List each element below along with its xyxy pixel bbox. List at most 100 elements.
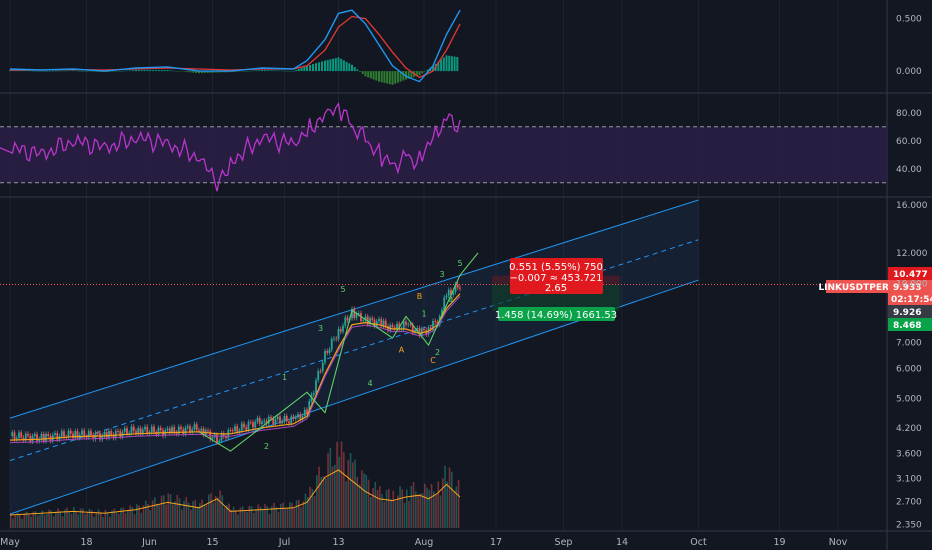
volume-bar (343, 452, 345, 528)
volume-bar (309, 486, 311, 528)
candle-body (429, 327, 432, 330)
candle-body (380, 319, 383, 326)
volume-bar (446, 481, 449, 528)
volume-ma-line (9, 469, 461, 516)
volume-bar (376, 489, 379, 528)
candle-body (103, 432, 106, 436)
candle-body (405, 321, 407, 325)
volume-bar (300, 507, 302, 528)
candle-body (243, 423, 245, 428)
volume-bar (10, 514, 12, 528)
macd-hist-bar (440, 59, 443, 72)
candle-body (396, 323, 398, 329)
candle-body (150, 426, 153, 433)
volume-bar (244, 511, 246, 528)
macd-hist-bar (114, 71, 117, 72)
candle-body (15, 438, 18, 440)
macd-hist-bar (206, 71, 209, 73)
candle-body (123, 428, 126, 432)
channel-mid-line[interactable] (9, 239, 699, 461)
price-axis-label: 3.100 (896, 474, 922, 484)
candle-body (218, 440, 221, 443)
macd-hist-bar (372, 71, 375, 80)
candle-body (119, 431, 122, 437)
candle-body (274, 418, 277, 425)
volume-bar (178, 498, 181, 528)
volume-bar (174, 501, 176, 528)
volume-bar (379, 486, 381, 528)
candle-body (193, 424, 196, 430)
macd-hist-bar (180, 71, 183, 72)
volume-bar (336, 441, 338, 528)
volume-bar (59, 511, 62, 528)
volume-bar (221, 495, 224, 528)
candle-body (76, 431, 79, 438)
volume-bar (286, 508, 289, 528)
macd-hist-bar (329, 59, 332, 72)
volume-bar (205, 504, 208, 528)
candle-body (454, 284, 457, 293)
volume-bar (55, 511, 57, 528)
macd-hist-bar (303, 66, 306, 72)
price-tags: LINKUSDTPERP 10.477 9.933 02:17:54 9.926… (818, 267, 932, 331)
volume-bar (320, 476, 323, 528)
volume-bar (304, 493, 307, 528)
volume-bar (136, 504, 138, 528)
volume-bar (183, 500, 185, 528)
volume-bar (442, 478, 444, 528)
macd-hist-bar (92, 71, 95, 72)
candle-body (177, 426, 180, 434)
candle-body (447, 289, 450, 296)
macd-hist-bar (418, 71, 421, 76)
volume-bar (120, 507, 122, 528)
wave-label-corrective: A (399, 346, 405, 355)
candle-body (184, 427, 187, 434)
candle-body (112, 434, 115, 439)
macd-hist-bar (283, 70, 286, 72)
elliott-wave-lines[interactable] (198, 252, 479, 452)
volume-bar (77, 514, 80, 528)
price-axis[interactable]: 0.500 0.000 80.00 60.00 40.00 16.000 12.000 10.… (896, 15, 928, 531)
volume-bar (451, 471, 453, 528)
volume-bar (127, 510, 129, 528)
candle-body (346, 317, 349, 321)
volume-bar (257, 504, 260, 528)
candle-body (38, 438, 41, 442)
candle-body (317, 371, 320, 381)
volume-bar (453, 490, 455, 528)
candle-body (351, 308, 353, 319)
volume-bar (311, 488, 314, 528)
candle-body (198, 430, 200, 431)
volume-bar (361, 470, 363, 528)
candle-body (67, 430, 70, 438)
volume-bar (253, 512, 255, 528)
macd-hist-bar (149, 70, 152, 72)
volume-bar (235, 510, 237, 528)
macd-hist-bar (359, 71, 362, 72)
macd-hist-bar (198, 71, 200, 74)
candle-body (22, 437, 25, 441)
candle-body (171, 427, 173, 433)
time-axis[interactable]: May 18 Jun 15 Jul 13 Aug 17 Sep 14 Oct 19 Nov (0, 537, 847, 548)
macd-hist-bar (342, 60, 345, 72)
rsi-pane[interactable] (0, 102, 887, 192)
macd-hist-bar (402, 71, 405, 81)
macd-hist-bar (345, 61, 348, 72)
macd-hist-bar (54, 70, 57, 72)
volume-bar (223, 507, 226, 528)
macd-hist-bar (421, 71, 424, 74)
macd-hist-bar (163, 70, 166, 72)
volume-bar (241, 506, 244, 528)
candle-body (182, 429, 185, 434)
elliott-wave-labels: 1 2 3 4 5 A B C 1 2 3 4 5 (264, 259, 463, 451)
volume-bar (268, 514, 271, 528)
target-box-line3: 2.65 (545, 283, 567, 294)
volume-bar (248, 505, 251, 528)
candle-body (375, 321, 378, 327)
candle-body (445, 295, 448, 298)
volume-bar (340, 441, 343, 528)
volume-bar (46, 514, 48, 528)
macd-pane[interactable] (9, 9, 461, 85)
candle-body (324, 350, 326, 363)
